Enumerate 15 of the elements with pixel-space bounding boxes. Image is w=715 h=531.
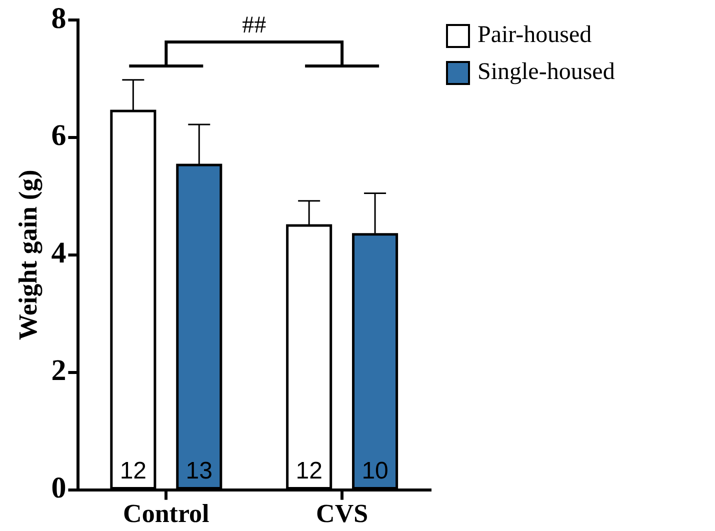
y-tick-label: 2 [51,354,66,388]
annotation: 13 [186,457,212,484]
y-tick-label: 8 [51,2,66,35]
x-tick-label: Control [123,499,210,528]
annotation: 12 [296,457,322,484]
legend-label: Pair-housed [478,22,592,49]
annotation: 10 [362,457,388,484]
y-axis-title: Weight gain (g) [13,170,42,340]
legend-label: Single-housed [478,59,615,86]
annotation: ## [242,12,266,38]
x-tick-label: CVS [316,499,368,528]
annotation: 12 [120,457,147,484]
y-tick-label: 4 [51,236,66,270]
y-tick-label: 6 [51,119,66,152]
y-tick-label: 0 [51,472,66,505]
